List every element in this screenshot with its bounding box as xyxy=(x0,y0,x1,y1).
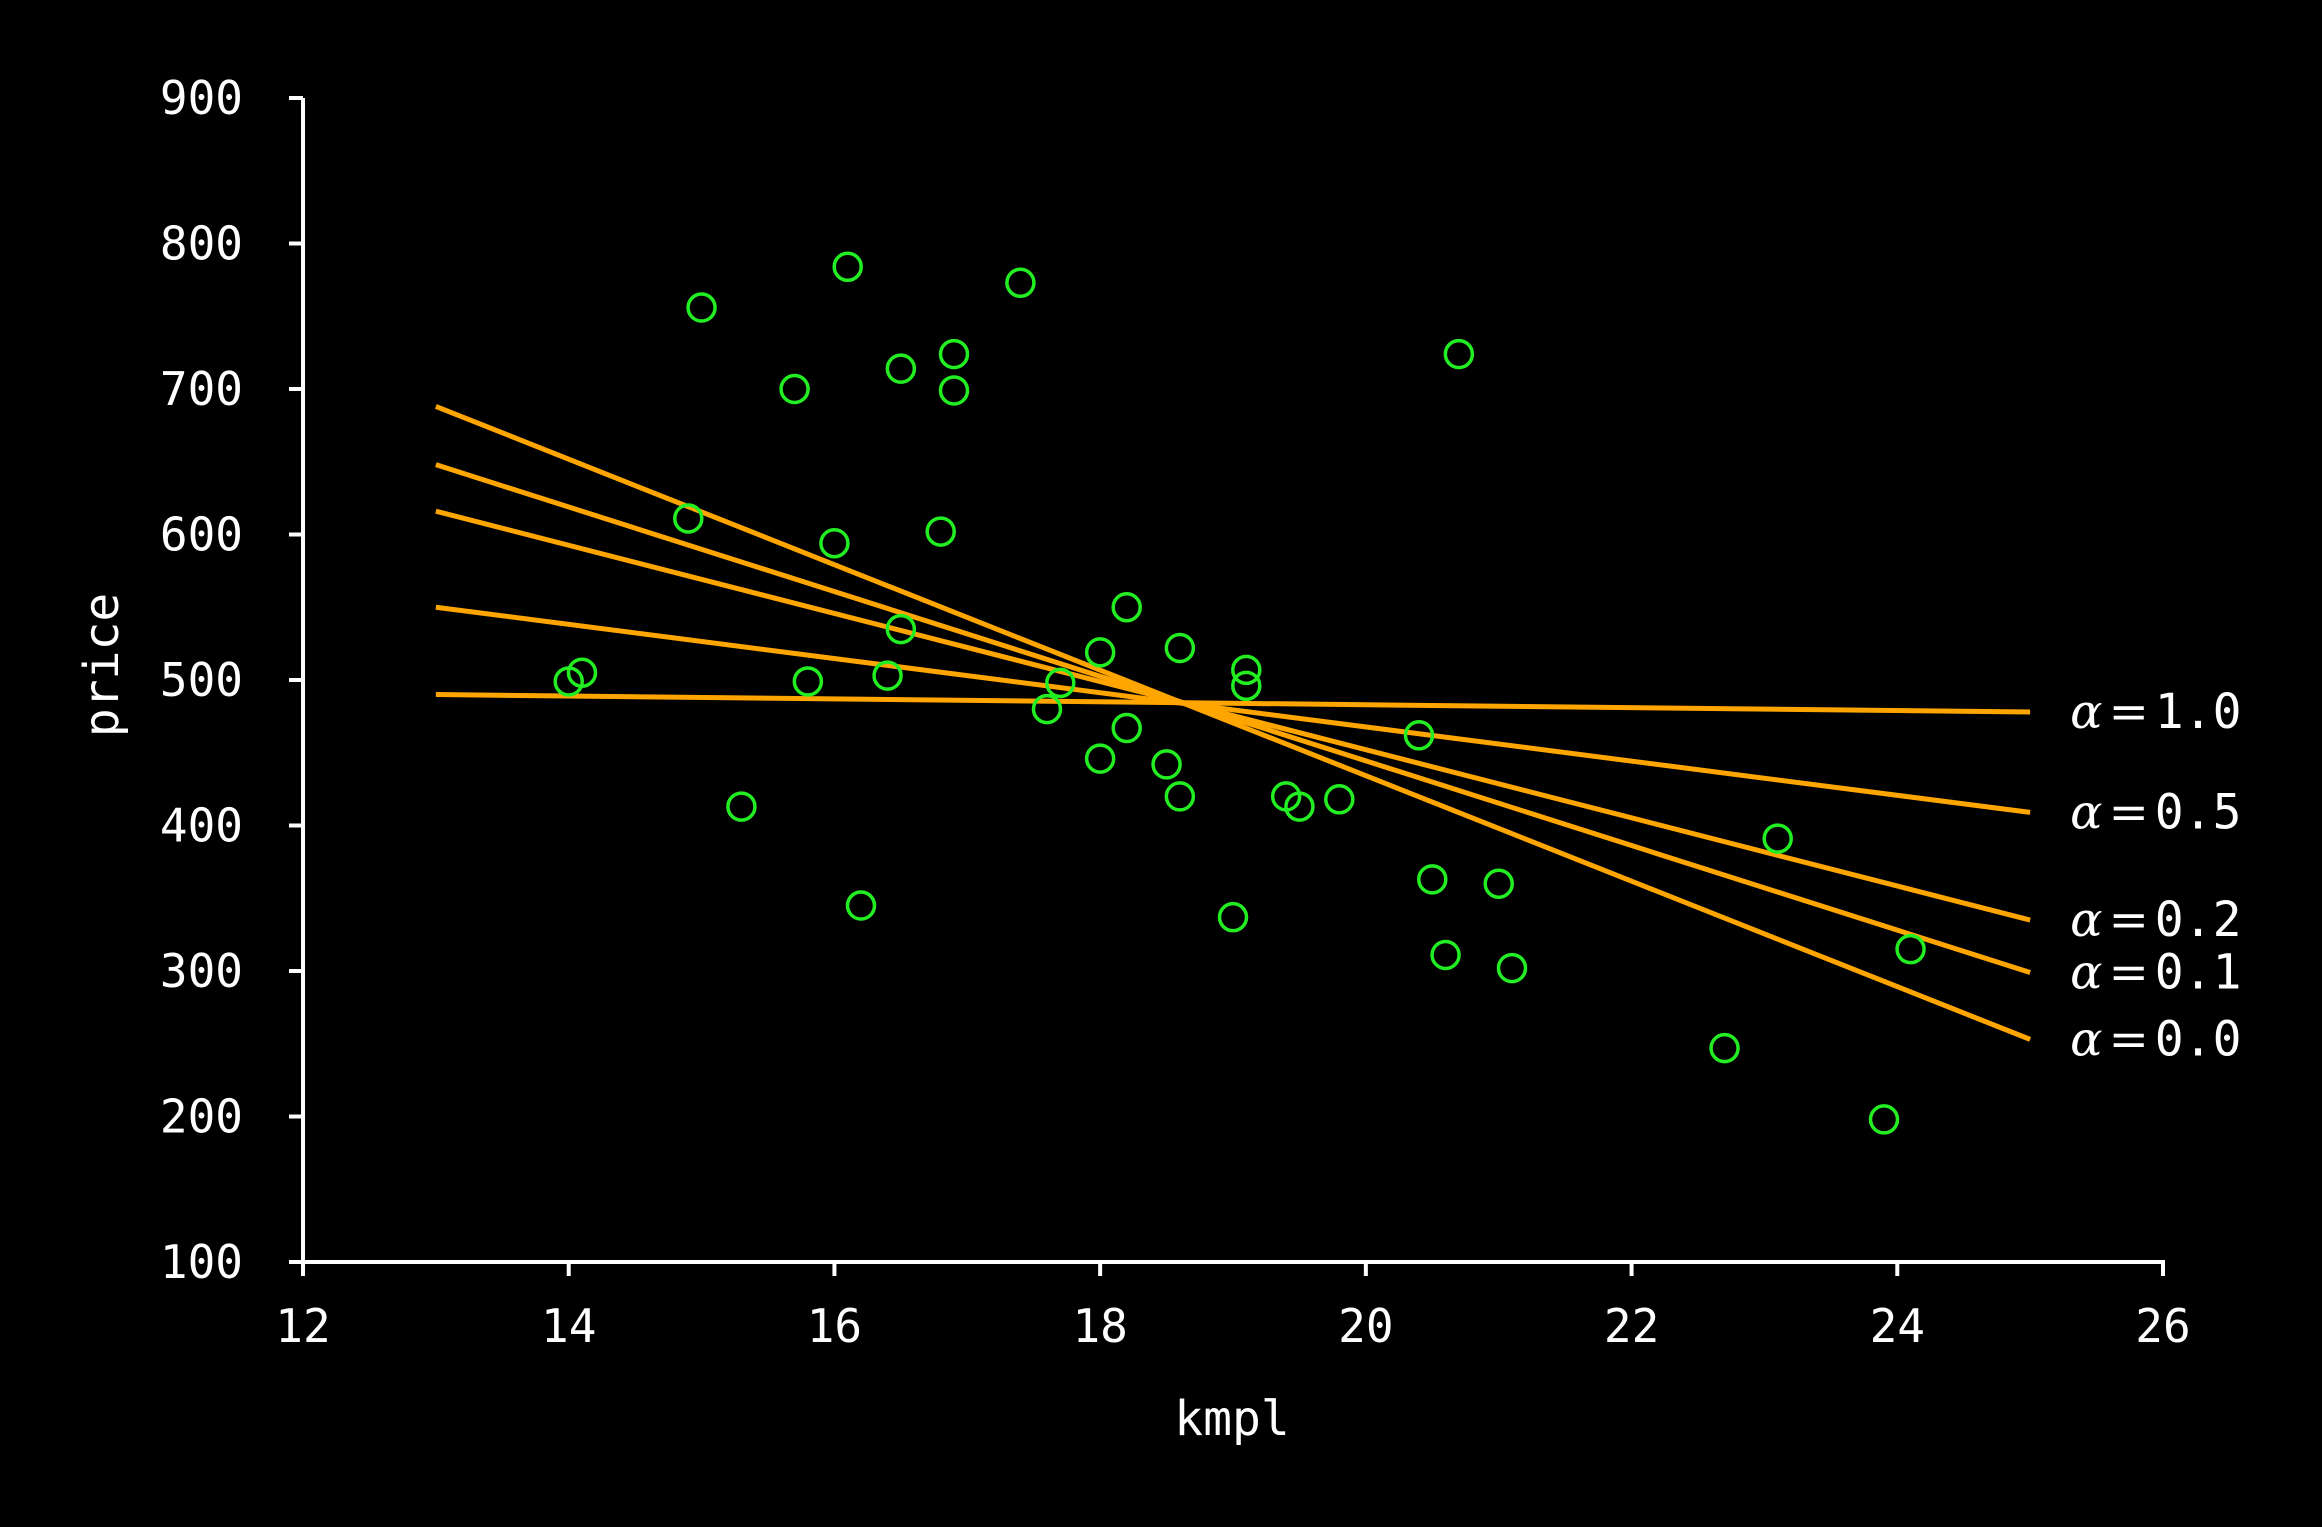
data-point xyxy=(1417,864,1448,895)
x-tick-label: 20 xyxy=(1338,1299,1393,1353)
regression-line xyxy=(435,604,2031,815)
y-tick-label: 700 xyxy=(160,362,243,416)
alpha-symbol: α xyxy=(2070,1011,2102,1067)
x-tick-label: 18 xyxy=(1072,1299,1127,1353)
data-point xyxy=(686,292,717,323)
line-label: α = 0.1 xyxy=(2070,944,2241,1000)
data-point xyxy=(1111,712,1142,744)
data-point xyxy=(885,613,917,645)
data-point xyxy=(1709,1032,1740,1064)
equals-sign: = xyxy=(2109,784,2149,840)
data-point xyxy=(1443,338,1475,370)
alpha-value: 0.1 xyxy=(2155,944,2242,1000)
x-tick-label: 26 xyxy=(2135,1299,2190,1353)
data-point xyxy=(1762,823,1793,854)
data-point xyxy=(1084,743,1116,774)
y-tick-label: 500 xyxy=(160,653,243,707)
line-label: α = 0.0 xyxy=(2070,1011,2241,1067)
y-tick-label: 600 xyxy=(160,508,243,562)
line-label: α = 0.5 xyxy=(2070,784,2241,840)
alpha-symbol: α xyxy=(2070,944,2102,1000)
line-labels: α = 1.0α = 0.5α = 0.2α = 0.1α = 0.0 xyxy=(2070,684,2241,1067)
regression-line xyxy=(435,508,2031,923)
data-point xyxy=(925,516,956,547)
data-point xyxy=(1031,693,1063,725)
data-point xyxy=(1164,781,1196,812)
data-point xyxy=(1151,749,1182,780)
x-tick-label: 24 xyxy=(1870,1299,1925,1353)
data-point xyxy=(1284,791,1315,822)
data-point xyxy=(1895,933,1926,965)
data-point xyxy=(1217,901,1249,933)
data-point xyxy=(1496,952,1528,984)
data-point xyxy=(819,527,850,559)
y-tick-label: 300 xyxy=(160,944,243,998)
equals-sign: = xyxy=(2109,944,2149,1000)
regression-line xyxy=(435,462,2031,975)
y-tick-label: 100 xyxy=(160,1235,243,1289)
data-point xyxy=(938,375,970,406)
alpha-value: 0.0 xyxy=(2155,1011,2242,1067)
data-point xyxy=(1324,784,1355,815)
data-point xyxy=(1045,667,1076,699)
equals-sign: = xyxy=(2109,892,2149,948)
line-label: α = 1.0 xyxy=(2070,684,2241,740)
data-point xyxy=(1231,670,1262,702)
alpha-value: 0.2 xyxy=(2155,892,2242,948)
data-point xyxy=(792,666,824,697)
data-points xyxy=(553,251,1926,1135)
x-tick-label: 22 xyxy=(1604,1299,1659,1353)
data-point xyxy=(1483,868,1514,899)
data-point xyxy=(673,503,704,534)
alpha-symbol: α xyxy=(2070,892,2102,948)
y-tick-label: 900 xyxy=(160,71,243,125)
data-point xyxy=(726,791,757,822)
y-tick-label: 200 xyxy=(160,1090,243,1144)
data-point xyxy=(832,251,863,283)
data-point xyxy=(885,353,917,384)
alpha-value: 1.0 xyxy=(2155,684,2242,740)
x-tick-label: 16 xyxy=(807,1299,862,1353)
x-axis-label: kmpl xyxy=(1174,1391,1290,1447)
data-point xyxy=(1403,720,1435,751)
line-label: α = 0.2 xyxy=(2070,892,2241,948)
y-tick-label: 400 xyxy=(160,799,243,853)
x-tick-label: 14 xyxy=(541,1299,596,1353)
equals-sign: = xyxy=(2109,684,2149,740)
data-point xyxy=(845,890,877,921)
y-tick-label: 800 xyxy=(160,217,243,271)
data-point xyxy=(1084,637,1116,668)
regression-line xyxy=(434,404,2032,1042)
y-axis-label: price xyxy=(74,593,130,738)
data-point xyxy=(938,338,970,370)
x-tick-label: 12 xyxy=(275,1299,330,1353)
axes: 12 14 16 18 20 22 24 26 100 200 300 400 500 600 700 800… xyxy=(160,71,2191,1353)
equals-sign: = xyxy=(2109,1011,2149,1067)
data-point xyxy=(1164,632,1196,664)
data-point xyxy=(1868,1104,1900,1135)
regression-line xyxy=(435,692,2031,715)
alpha-value: 0.5 xyxy=(2155,784,2242,840)
data-point xyxy=(1005,267,1036,299)
data-point xyxy=(1430,939,1461,971)
data-point xyxy=(872,660,903,691)
alpha-symbol: α xyxy=(2070,784,2102,840)
regression-lines xyxy=(434,404,2032,1042)
data-point xyxy=(779,373,810,405)
data-point xyxy=(566,657,598,688)
data-point xyxy=(1111,592,1142,623)
data-point xyxy=(1231,654,1262,686)
alpha-symbol: α xyxy=(2070,684,2102,740)
